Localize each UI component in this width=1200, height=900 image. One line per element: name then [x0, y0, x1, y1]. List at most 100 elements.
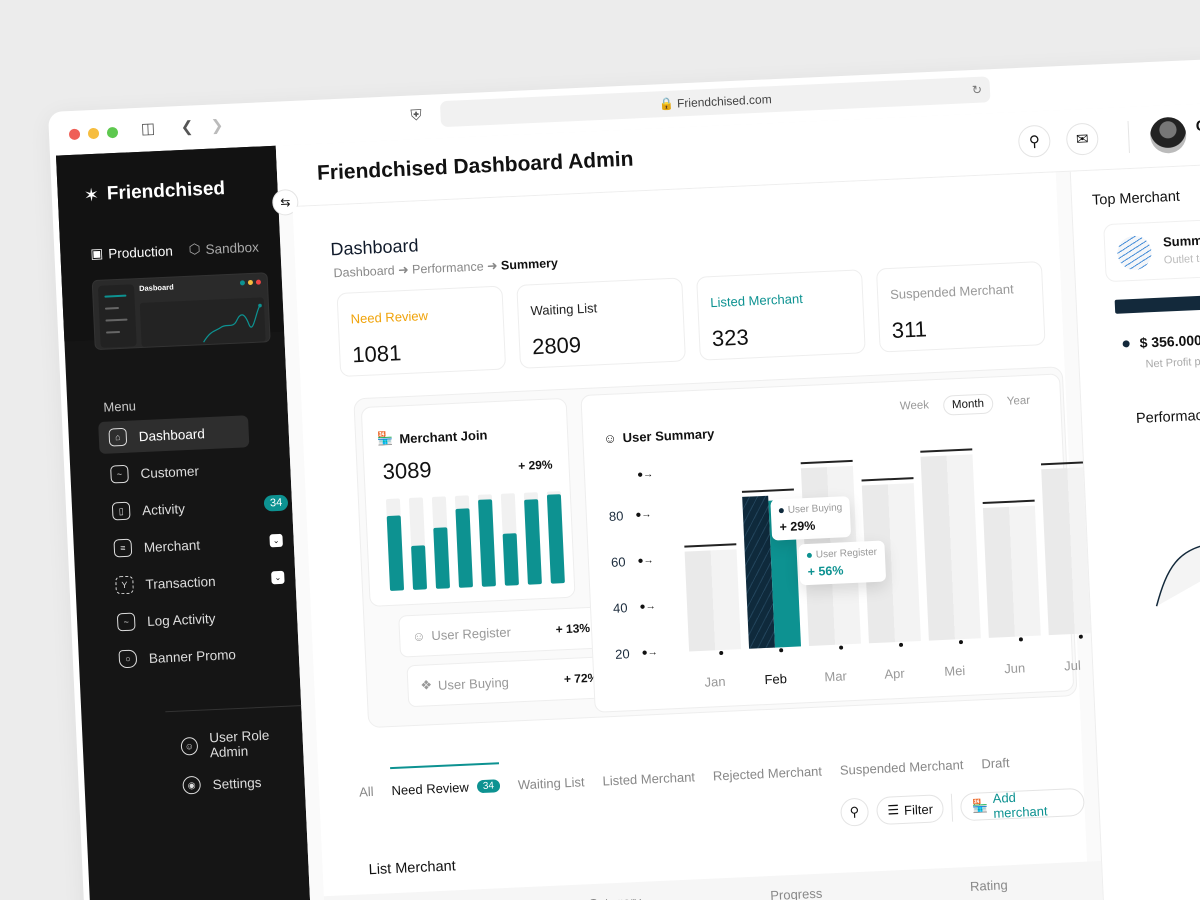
sidebar-item-label: Settings [212, 774, 262, 792]
stat-card-suspended-merchant[interactable]: Suspended Merchant 311 [875, 261, 1046, 353]
env-sandbox[interactable]: ⬡ Sandbox [188, 239, 259, 258]
user-name: C [1195, 117, 1200, 135]
chevron-down-icon[interactable]: ⌄ [271, 570, 285, 585]
user-badge-icon: ☺ [411, 627, 426, 644]
list-title: List Merchant [368, 858, 457, 879]
merchant-name: Summe [1162, 232, 1200, 250]
net-profit: $ 356.000 [1122, 332, 1200, 352]
chart-bar [477, 494, 496, 587]
environment-preview[interactable]: Dasboard [91, 272, 271, 351]
sidebar-item-dashboard[interactable]: ⌂ Dashboard [98, 415, 250, 455]
tab-waiting-list[interactable]: Waiting List [517, 774, 585, 793]
user-summary-card: ☺ User Summary Week Month Year ●→ 80 ●→ 6… [580, 373, 1101, 713]
performance-title: Performac [1135, 407, 1200, 427]
stat-card-need-review[interactable]: Need Review 1081 [336, 285, 507, 378]
user-shield-icon: ☺ [180, 736, 199, 756]
tooltip-user-register: User Register + 56% [798, 540, 887, 586]
maximize-window-button[interactable] [106, 126, 119, 139]
sidebar-item-label: Banner Promo [148, 646, 237, 666]
filter-button[interactable]: ☰ Filter [875, 794, 945, 826]
breadcrumb-item[interactable]: Dashboard [333, 263, 396, 281]
net-profit-value: $ 356.000 [1139, 331, 1200, 351]
window-controls [68, 126, 119, 141]
browser-window: ◫ ❮ ❯ ⛨ 🔒 Friendchised.com ↻ ✶ Friendchi… [48, 53, 1200, 900]
chart-bar-jan[interactable] [684, 543, 742, 656]
list-search-button[interactable]: ⚲ [839, 797, 870, 827]
env-production[interactable]: ▣ Production [90, 242, 173, 262]
merchant-join-card: 🏪 Merchant Join 3089 + 29% [360, 397, 576, 607]
secondary-nav: ☺ User Role Admin ◉ Settings [170, 725, 305, 809]
back-icon[interactable]: ❮ [180, 118, 194, 136]
stat-label: Need Review [350, 307, 429, 327]
tab-rejected-merchant[interactable]: Rejected Merchant [712, 763, 823, 784]
period-week[interactable]: Week [899, 399, 930, 413]
home-icon: ⌂ [108, 427, 128, 447]
stat-label: Waiting List [530, 300, 598, 319]
stat-label: Listed Merchant [709, 290, 804, 311]
y-tick: 80 ●→ [608, 508, 652, 524]
sidebar-item-transaction[interactable]: Y Transaction ⌄ [105, 561, 296, 602]
chart-bar-jun[interactable] [982, 499, 1041, 642]
sidebar-item-log-activity[interactable]: ~ Log Activity [107, 598, 298, 639]
period-month[interactable]: Month [942, 393, 994, 416]
stat-card-waiting-list[interactable]: Waiting List 2809 [516, 277, 686, 369]
scan-icon: Y [115, 575, 134, 595]
sidebar-item-merchant[interactable]: ≡ Merchant ⌄ [103, 524, 294, 565]
close-window-button[interactable] [68, 128, 81, 141]
sidebar-item-activity[interactable]: ▯ Activity 34 [101, 487, 292, 528]
chart-bar [546, 491, 565, 584]
tab-listed-merchant[interactable]: Listed Merchant [602, 769, 696, 789]
brand[interactable]: ✶ Friendchised [83, 178, 225, 206]
list-actions: ⚲ ☰ Filter 🏪 Add merchant [839, 787, 1085, 827]
search-button[interactable]: ⚲ [1017, 124, 1052, 158]
net-profit-label: Net Profit pe [1145, 355, 1200, 371]
top-merchant-card[interactable]: Summe Outlet to [1103, 212, 1200, 283]
tab-suspended-merchant[interactable]: Suspended Merchant [839, 757, 964, 778]
x-label: Apr [884, 665, 905, 682]
preview-sidebar [97, 284, 137, 348]
add-merchant-button[interactable]: 🏪 Add merchant [960, 787, 1085, 822]
sidebar-toggle-icon[interactable]: ◫ [140, 120, 156, 138]
user-buying-card[interactable]: ❖ User Buying + 72% [406, 656, 613, 708]
search-icon: ⚲ [849, 803, 860, 820]
period-year[interactable]: Year [1006, 394, 1031, 408]
profit-bar [1114, 288, 1200, 314]
forward-icon[interactable]: ❯ [210, 117, 224, 135]
column-header[interactable]: Rating [969, 877, 1008, 894]
sidebar-item-user-role-admin[interactable]: ☺ User Role Admin [170, 725, 303, 763]
column-header[interactable]: Progress [769, 885, 823, 900]
user-summary-label: User Summary [622, 426, 715, 446]
breadcrumb: Dashboard ➜ Performance ➜ Summery [333, 256, 559, 281]
tab-need-review[interactable]: Need Review 34 [390, 762, 501, 799]
legend-dot-icon [1122, 339, 1130, 347]
sidebar-item-customer[interactable]: ~ Customer [100, 450, 291, 491]
top-merchant-title: Top Merchant [1091, 188, 1181, 209]
sidebar-item-banner-promo[interactable]: ○ Banner Promo [108, 635, 299, 676]
column-header[interactable]: Category [588, 894, 641, 900]
y-tick: 40 ●→ [612, 600, 656, 616]
user-register-card[interactable]: ☺ User Register + 13% [398, 606, 604, 658]
minimize-window-button[interactable] [87, 127, 100, 140]
inbox-button[interactable]: ✉ [1065, 122, 1100, 156]
sidebar-item-label: Merchant [143, 537, 201, 555]
merchant-join-delta: + 29% [517, 457, 553, 474]
chevron-down-icon[interactable]: ⌄ [269, 533, 283, 548]
reload-icon[interactable]: ↻ [971, 82, 983, 98]
avatar[interactable] [1149, 116, 1188, 155]
brand-logo-icon: ✶ [83, 184, 100, 205]
store-icon: 🏪 [376, 430, 394, 447]
right-panel: Top Merchant Summe Outlet to $ 356.000 N… [1069, 158, 1200, 900]
sidebar-item-label: User Role Admin [208, 727, 270, 761]
stat-card-listed-merchant[interactable]: Listed Merchant 323 [696, 269, 866, 361]
shield-icon[interactable]: ⛨ [410, 107, 423, 125]
tab-draft[interactable]: Draft [981, 755, 1010, 772]
chart-bar-mei[interactable] [920, 448, 981, 645]
tab-count-badge: 34 [476, 779, 501, 794]
gear-icon: ◉ [182, 775, 202, 795]
preview-dots [239, 279, 262, 286]
breadcrumb-item[interactable]: Performance [411, 259, 484, 277]
tab-all[interactable]: All [358, 783, 374, 800]
sidebar-item-settings[interactable]: ◉ Settings [172, 764, 305, 802]
chart-bar [454, 495, 473, 588]
